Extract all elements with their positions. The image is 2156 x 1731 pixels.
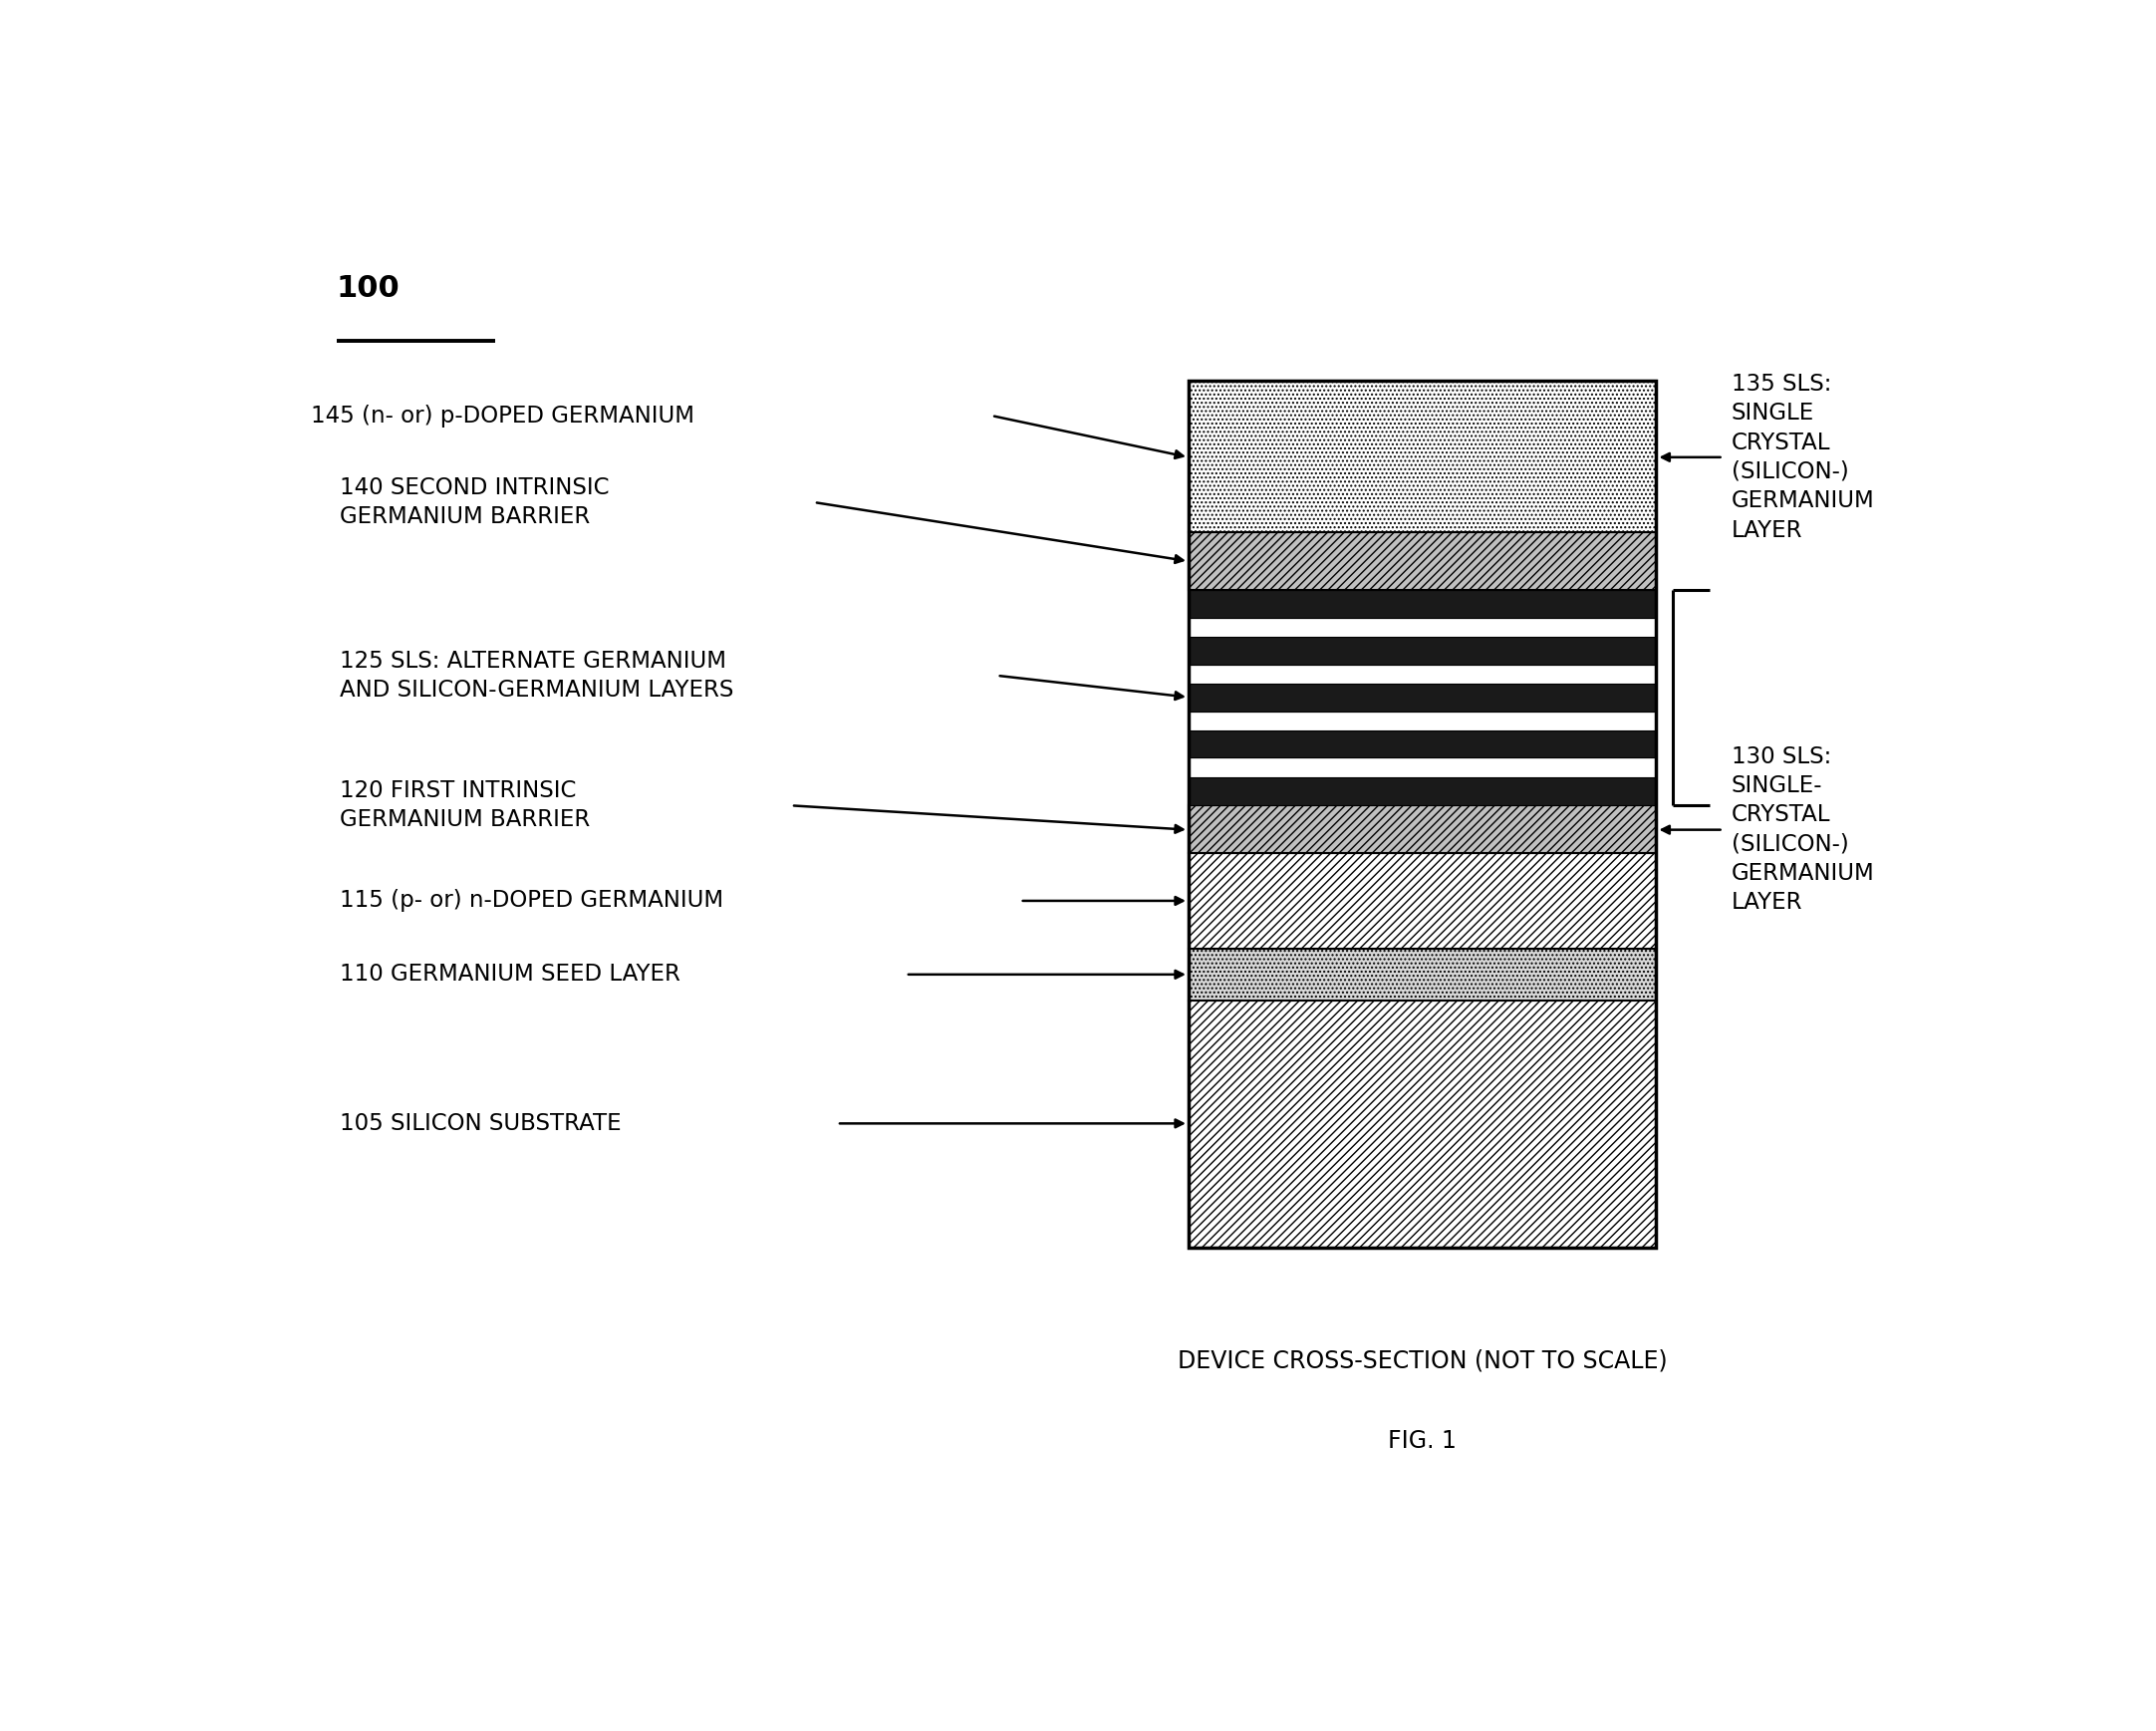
- Text: 110 GERMANIUM SEED LAYER: 110 GERMANIUM SEED LAYER: [341, 962, 681, 987]
- Text: DEVICE CROSS-SECTION (NOT TO SCALE): DEVICE CROSS-SECTION (NOT TO SCALE): [1177, 1348, 1667, 1373]
- Bar: [1188, 853, 1656, 949]
- Bar: [1188, 533, 1656, 590]
- Text: 135 SLS:
SINGLE
CRYSTAL
(SILICON-)
GERMANIUM
LAYER: 135 SLS: SINGLE CRYSTAL (SILICON-) GERMA…: [1731, 372, 1876, 542]
- Bar: [1188, 684, 1656, 711]
- Bar: [1188, 381, 1656, 533]
- Text: 100: 100: [336, 275, 399, 303]
- Bar: [1188, 730, 1656, 758]
- Bar: [1188, 618, 1656, 637]
- Bar: [1188, 758, 1656, 777]
- Text: 120 FIRST INTRINSIC
GERMANIUM BARRIER: 120 FIRST INTRINSIC GERMANIUM BARRIER: [341, 779, 591, 831]
- Bar: [1188, 381, 1656, 1248]
- Bar: [1188, 590, 1656, 618]
- Text: FIG. 1: FIG. 1: [1388, 1428, 1457, 1452]
- Text: 130 SLS:
SINGLE-
CRYSTAL
(SILICON-)
GERMANIUM
LAYER: 130 SLS: SINGLE- CRYSTAL (SILICON-) GERM…: [1731, 746, 1876, 914]
- Bar: [1188, 949, 1656, 1001]
- Bar: [1188, 637, 1656, 665]
- Text: 105 SILICON SUBSTRATE: 105 SILICON SUBSTRATE: [341, 1111, 621, 1136]
- Bar: [1188, 805, 1656, 853]
- Text: 125 SLS: ALTERNATE GERMANIUM
AND SILICON-GERMANIUM LAYERS: 125 SLS: ALTERNATE GERMANIUM AND SILICON…: [341, 649, 733, 701]
- Text: 145 (n- or) p-DOPED GERMANIUM: 145 (n- or) p-DOPED GERMANIUM: [310, 403, 694, 428]
- Text: 115 (p- or) n-DOPED GERMANIUM: 115 (p- or) n-DOPED GERMANIUM: [341, 890, 724, 912]
- Bar: [1188, 777, 1656, 805]
- Bar: [1188, 711, 1656, 730]
- Text: 140 SECOND INTRINSIC
GERMANIUM BARRIER: 140 SECOND INTRINSIC GERMANIUM BARRIER: [341, 476, 610, 528]
- Bar: [1188, 1001, 1656, 1248]
- Bar: [1188, 665, 1656, 684]
